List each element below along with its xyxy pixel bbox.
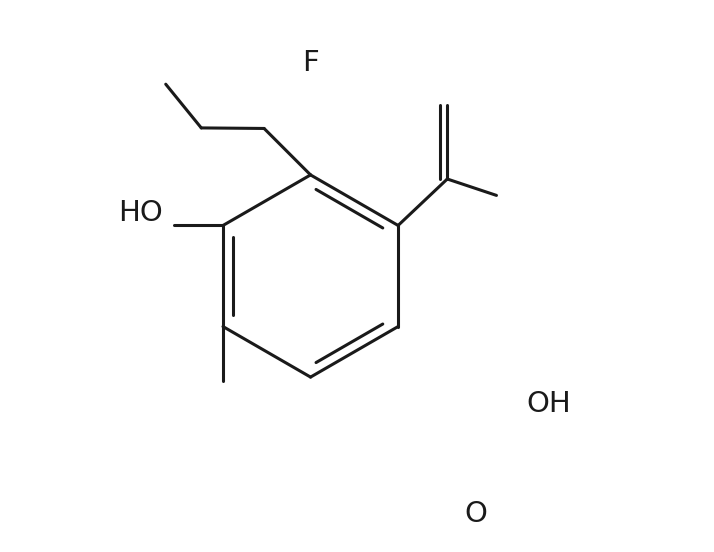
Text: OH: OH (526, 390, 571, 418)
Text: HO: HO (119, 199, 163, 227)
Text: F: F (302, 49, 319, 77)
Text: O: O (465, 500, 488, 528)
